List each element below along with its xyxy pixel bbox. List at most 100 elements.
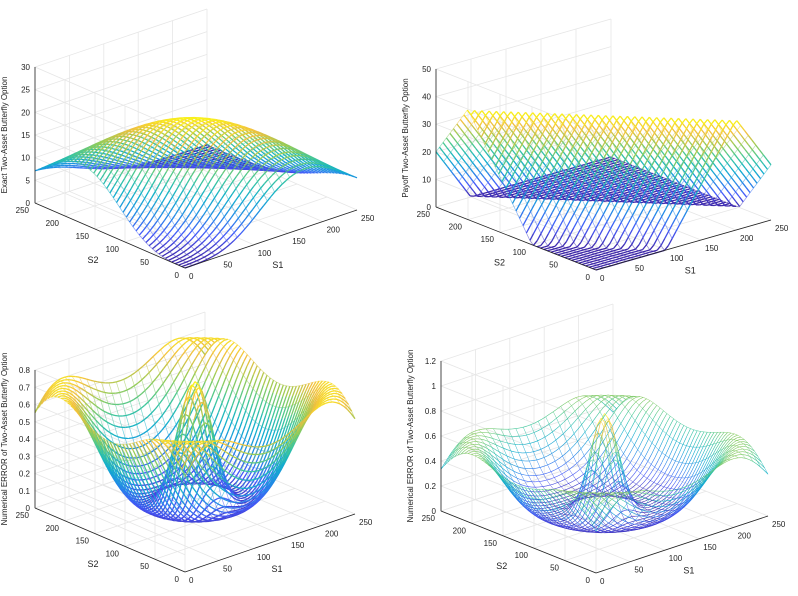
surface-segment: [544, 245, 549, 248]
surface-segment: [87, 155, 92, 162]
surface-segment: [203, 129, 207, 135]
surface-segment: [274, 157, 280, 162]
surface-segment: [700, 198, 705, 201]
surface-segment: [143, 128, 149, 134]
surface-segment: [152, 151, 157, 155]
surface-segment: [140, 215, 144, 222]
surface-segment: [479, 172, 485, 178]
x-gridline: [206, 9, 358, 211]
surface-segment: [139, 163, 144, 166]
surface-segment: [283, 156, 288, 160]
surface-segment: [646, 192, 651, 195]
surface-segment: [272, 154, 278, 159]
surface-segment: [91, 147, 97, 152]
surface-segment: [261, 158, 266, 163]
surface-segment: [123, 151, 129, 155]
surface-segment: [125, 143, 131, 150]
surface-segment: [196, 260, 201, 263]
surface-segment: [515, 187, 520, 190]
surface-segment: [46, 167, 51, 169]
surface-segment: [671, 155, 677, 162]
surface-segment: [150, 214, 155, 222]
surface-segment: [285, 165, 291, 169]
surface-segment: [180, 229, 186, 236]
surface-segment: [87, 150, 93, 156]
surface-segment: [244, 224, 250, 230]
surface-segment: [551, 188, 556, 192]
surface-segment: [576, 250, 581, 253]
surface-segment: [551, 245, 556, 248]
surface-segment: [587, 246, 592, 250]
surface-segment: [204, 171, 210, 179]
surface-segment: [134, 175, 140, 183]
surface-segment: [187, 149, 192, 154]
surface-segment: [146, 220, 152, 227]
surface-segment: [255, 210, 261, 216]
surface-segment: [239, 177, 245, 184]
x-tick-label: 200: [327, 226, 341, 235]
surface-segment: [149, 234, 154, 240]
surface-segment: [97, 148, 103, 154]
surface-segment: [178, 259, 183, 263]
surface-segment: [70, 160, 75, 163]
surface-segment: [569, 249, 574, 253]
surface-segment: [176, 144, 181, 148]
surface-segment: [138, 147, 144, 155]
surface-segment: [185, 132, 191, 137]
surface-segment: [216, 210, 222, 217]
surface-segment: [203, 197, 209, 204]
surface-segment: [657, 155, 663, 161]
surface-segment: [445, 137, 451, 144]
surface-segment: [262, 200, 268, 207]
surface-segment: [565, 248, 570, 251]
surface-segment: [660, 193, 665, 196]
surface-segment: [186, 251, 192, 256]
surface-segment: [228, 199, 233, 207]
surface-segment: [122, 141, 127, 147]
surface-segment: [160, 219, 166, 226]
z-tick-label: 25: [21, 86, 30, 95]
surface-segment: [522, 187, 527, 191]
surface-segment: [203, 184, 209, 192]
surface-segment: [118, 139, 124, 145]
surface-segment: [601, 115, 607, 121]
surface-segment: [281, 154, 285, 157]
z-tick-label: 20: [21, 108, 30, 117]
surface-segment: [240, 155, 245, 160]
surface-segment: [576, 247, 581, 251]
surface-segment: [199, 129, 204, 134]
surface-segment: [191, 234, 196, 240]
surface-segment: [143, 191, 149, 200]
surface-segment: [262, 147, 267, 151]
surface-segment: [533, 211, 539, 220]
surface-segment: [241, 163, 246, 166]
surface-segment: [147, 125, 153, 130]
surface-segment: [144, 124, 149, 129]
surface-segment: [161, 253, 167, 257]
surface-segment: [178, 163, 183, 166]
surface-segment: [193, 177, 199, 185]
surface-segment: [206, 191, 212, 198]
surface-segment: [211, 249, 216, 254]
surface-segment: [472, 171, 478, 178]
surface-segment: [103, 159, 109, 166]
surface-segment: [101, 144, 107, 150]
surface-segment: [168, 214, 172, 221]
surface-segment: [115, 196, 121, 203]
surface-segment: [281, 159, 287, 164]
surface-segment: [591, 228, 597, 236]
surface-segment: [291, 155, 295, 157]
surface-segment: [619, 115, 625, 122]
surface-segment: [108, 141, 114, 147]
surface-segment: [164, 124, 170, 129]
surface-segment: [180, 248, 184, 253]
surface-segment: [476, 186, 482, 193]
surface-segment: [278, 183, 283, 189]
surface-segment: [176, 118, 181, 121]
surface-segment: [532, 240, 538, 246]
surface-segment: [192, 163, 197, 166]
surface-segment: [551, 233, 557, 242]
surface-segment: [113, 180, 119, 188]
surface-segment: [174, 166, 178, 168]
surface-segment: [97, 154, 103, 161]
